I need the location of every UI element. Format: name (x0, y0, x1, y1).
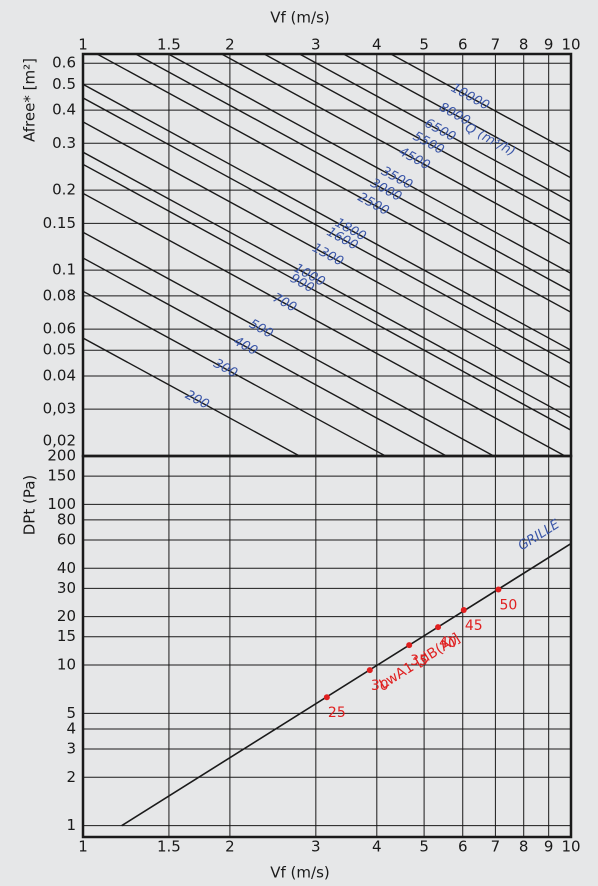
y-axis-title: Afree* [m²] (21, 58, 39, 142)
flow-label: 400 (231, 334, 260, 359)
flow-line (83, 83, 571, 351)
x-tick-label: 3 (311, 36, 321, 54)
y-tick-label: 1 (66, 816, 76, 834)
y-tick-label: 4 (66, 719, 76, 737)
x-tick-label: 2 (225, 36, 235, 54)
y-tick-label: 0.4 (52, 101, 76, 119)
y-tick-label: 5 (66, 704, 76, 722)
y-tick-label: 0.5 (52, 75, 76, 93)
sound-point (435, 624, 442, 631)
flow-line (83, 257, 448, 456)
x-axis-title: Vf (m/s) (270, 864, 330, 882)
y-axis-title: DPt (Pa) (21, 475, 39, 536)
sound-level-label: 30 (371, 678, 389, 694)
y-tick-label: 15 (57, 627, 76, 645)
y-tick-label: 0.15 (43, 214, 76, 232)
x-tick-label: 6 (458, 838, 468, 856)
x-tick-label: 7 (491, 36, 501, 54)
flow-line (166, 54, 571, 275)
sound-level-label: 35 (410, 653, 428, 669)
flow-line (342, 54, 571, 179)
flow-lines (83, 54, 571, 456)
x-axis-title: Vf (m/s) (270, 9, 330, 27)
y-tick-label: 3 (66, 740, 76, 758)
x-tick-label: 1 (78, 838, 88, 856)
sound-point (406, 642, 413, 649)
y-tick-label: 40 (57, 559, 76, 577)
flow-line (83, 121, 571, 389)
flow-line (83, 231, 496, 456)
x-tick-label: 10 (561, 36, 580, 54)
y-tick-label: 80 (57, 510, 76, 528)
flow-line (298, 54, 571, 203)
flow-line (83, 163, 571, 431)
sound-level-label: 45 (465, 618, 483, 634)
sound-level-label: 50 (500, 598, 518, 614)
sound-point (323, 694, 330, 701)
curve (121, 542, 572, 827)
y-tick-label: 0.3 (52, 134, 76, 152)
flow-line (134, 54, 571, 292)
sound-level-label: 25 (328, 705, 346, 721)
sound-point (366, 667, 373, 674)
y-tick-label: 0.1 (52, 261, 76, 279)
y-tick-label: 0.06 (43, 320, 76, 338)
flow-line (95, 54, 571, 313)
y-tick-label: 0.2 (52, 181, 76, 199)
y-tick-label: 20 (57, 607, 76, 625)
flow-line (83, 337, 301, 456)
flow-label: 300 (211, 356, 240, 381)
x-tick-label: 5 (419, 36, 429, 54)
y-tick-label: 200 (47, 447, 76, 465)
panel-frame (81, 454, 573, 839)
x-tick-label: 4 (372, 36, 382, 54)
x-tick-label: 9 (544, 838, 554, 856)
x-tick-label: 7 (491, 838, 501, 856)
flow-line (83, 97, 571, 365)
y-tick-label: 0.08 (43, 286, 76, 304)
series-label: GRILLE (516, 517, 563, 554)
sound-level-label: 40 (439, 635, 457, 651)
flow-line (83, 290, 387, 456)
y-tick-label: 0,02 (43, 432, 76, 450)
y-tick-label: 60 (57, 531, 76, 549)
sound-axis-label: LwA1 [dB(A)] (377, 630, 464, 692)
x-tick-label: 9 (544, 36, 554, 54)
flow-unit-label: Q (m³/h) (462, 120, 517, 160)
x-tick-label: 10 (561, 838, 580, 856)
y-tick-label: 0,03 (43, 400, 76, 418)
y-tick-label: 0.05 (43, 341, 76, 359)
x-tick-label: 5 (419, 838, 429, 856)
x-tick-label: 8 (519, 838, 529, 856)
flow-line (389, 54, 571, 153)
y-tick-label: 100 (47, 495, 76, 513)
y-tick-label: 2 (66, 768, 76, 786)
flow-line (83, 151, 571, 419)
x-tick-label: 3 (311, 838, 321, 856)
flow-line (83, 192, 567, 456)
sound-point (460, 607, 467, 614)
flow-line (262, 54, 571, 222)
flow-label: 500 (246, 317, 275, 342)
y-tick-label: 10 (57, 656, 76, 674)
y-tick-label: 150 (47, 467, 76, 485)
flow-line (220, 54, 571, 245)
sound-point (495, 586, 502, 593)
x-tick-label: 1 (78, 36, 88, 54)
x-tick-label: 4 (372, 838, 382, 856)
flow-label: 700 (270, 291, 299, 316)
y-tick-label: 30 (57, 579, 76, 597)
y-tick-label: 0.04 (43, 366, 76, 384)
x-tick-label: 2 (225, 838, 235, 856)
x-tick-label: 6 (458, 36, 468, 54)
y-tick-label: 0.6 (52, 54, 76, 72)
x-tick-label: 8 (519, 36, 529, 54)
x-tick-label: 1.5 (157, 838, 181, 856)
x-tick-label: 1.5 (157, 36, 181, 54)
